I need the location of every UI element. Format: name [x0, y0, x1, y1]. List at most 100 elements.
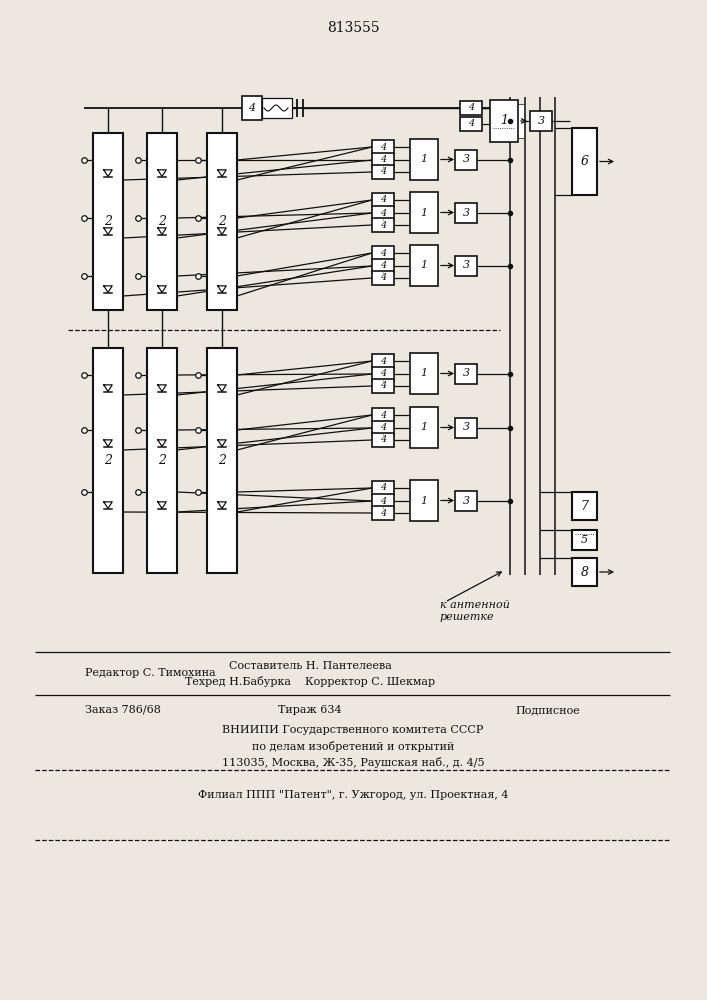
- Text: 3: 3: [462, 495, 469, 506]
- Text: 4: 4: [380, 142, 386, 151]
- Bar: [572, 492, 597, 520]
- Text: 2: 2: [218, 454, 226, 467]
- Text: 6: 6: [580, 155, 588, 168]
- Text: Техред Н.Бабурка    Корректор С. Шекмар: Техред Н.Бабурка Корректор С. Шекмар: [185, 676, 435, 687]
- Text: 4: 4: [380, 381, 386, 390]
- Bar: [372, 379, 394, 393]
- Text: 1: 1: [421, 260, 428, 270]
- Bar: [455, 202, 477, 223]
- Text: 1: 1: [421, 154, 428, 164]
- Text: 2: 2: [104, 215, 112, 228]
- Bar: [207, 133, 237, 310]
- Text: 3: 3: [462, 260, 469, 270]
- Bar: [372, 271, 394, 285]
- Bar: [490, 100, 518, 142]
- Bar: [455, 418, 477, 438]
- Text: 4: 4: [380, 273, 386, 282]
- Bar: [262, 98, 292, 118]
- Bar: [455, 490, 477, 510]
- Polygon shape: [158, 502, 166, 508]
- Bar: [572, 530, 597, 550]
- Text: 4: 4: [380, 221, 386, 230]
- Text: 4: 4: [380, 261, 386, 270]
- Text: 1: 1: [421, 495, 428, 506]
- Bar: [410, 353, 438, 394]
- Bar: [372, 218, 394, 232]
- Polygon shape: [218, 440, 226, 446]
- Text: 1: 1: [421, 422, 428, 432]
- Text: Тираж 634: Тираж 634: [278, 705, 341, 715]
- Bar: [372, 494, 394, 508]
- Text: 3: 3: [462, 368, 469, 378]
- Text: 4: 4: [380, 357, 386, 365]
- Text: 2: 2: [104, 454, 112, 467]
- Text: 2: 2: [218, 215, 226, 228]
- Bar: [372, 408, 394, 422]
- Polygon shape: [104, 228, 112, 234]
- Bar: [372, 153, 394, 167]
- Bar: [410, 139, 438, 180]
- Text: 4: 4: [380, 167, 386, 176]
- Bar: [147, 133, 177, 310]
- Text: 4: 4: [468, 119, 474, 128]
- Text: 4: 4: [380, 496, 386, 506]
- Bar: [372, 246, 394, 260]
- Polygon shape: [104, 286, 112, 292]
- Text: к антенной
решетке: к антенной решетке: [440, 600, 510, 622]
- Bar: [455, 149, 477, 169]
- Bar: [455, 363, 477, 383]
- Polygon shape: [104, 385, 112, 391]
- Bar: [372, 367, 394, 381]
- Text: 3: 3: [537, 116, 544, 126]
- Text: 4: 4: [380, 436, 386, 444]
- Text: 4: 4: [380, 410, 386, 420]
- Polygon shape: [218, 170, 226, 176]
- Text: 3: 3: [462, 154, 469, 164]
- Polygon shape: [158, 228, 166, 234]
- Text: Подписное: Подписное: [515, 705, 580, 715]
- Bar: [372, 165, 394, 179]
- Text: 2: 2: [158, 454, 166, 467]
- Bar: [372, 140, 394, 154]
- Text: 8: 8: [580, 566, 588, 578]
- Text: Составитель Н. Пантелеева: Составитель Н. Пантелеева: [228, 661, 392, 671]
- Bar: [372, 354, 394, 368]
- Bar: [147, 348, 177, 573]
- Bar: [460, 117, 482, 131]
- Bar: [372, 433, 394, 447]
- Bar: [372, 506, 394, 520]
- Text: 7: 7: [580, 499, 588, 512]
- Bar: [455, 255, 477, 275]
- Bar: [93, 348, 123, 573]
- Polygon shape: [104, 502, 112, 508]
- Polygon shape: [218, 502, 226, 508]
- Text: 4: 4: [380, 484, 386, 492]
- Bar: [572, 558, 597, 586]
- Bar: [530, 111, 552, 131]
- Text: 4: 4: [380, 196, 386, 205]
- Polygon shape: [158, 385, 166, 391]
- Bar: [372, 481, 394, 495]
- Bar: [518, 104, 524, 138]
- Polygon shape: [158, 170, 166, 176]
- Bar: [207, 348, 237, 573]
- Bar: [372, 259, 394, 273]
- Text: 4: 4: [380, 508, 386, 518]
- Bar: [410, 192, 438, 233]
- Polygon shape: [158, 440, 166, 446]
- Bar: [410, 480, 438, 521]
- Bar: [372, 193, 394, 207]
- Bar: [93, 133, 123, 310]
- Text: 4: 4: [248, 103, 255, 113]
- Text: 4: 4: [380, 209, 386, 218]
- Text: 2: 2: [158, 215, 166, 228]
- Text: Редактор С. Тимохина: Редактор С. Тимохина: [85, 668, 216, 678]
- Text: 3: 3: [462, 422, 469, 432]
- Polygon shape: [104, 440, 112, 446]
- Text: 4: 4: [380, 155, 386, 164]
- Bar: [410, 245, 438, 286]
- Text: 1: 1: [500, 114, 508, 127]
- Text: 4: 4: [468, 104, 474, 112]
- Bar: [242, 96, 262, 120]
- Text: ВНИИПИ Государственного комитета СССР: ВНИИПИ Государственного комитета СССР: [222, 725, 484, 735]
